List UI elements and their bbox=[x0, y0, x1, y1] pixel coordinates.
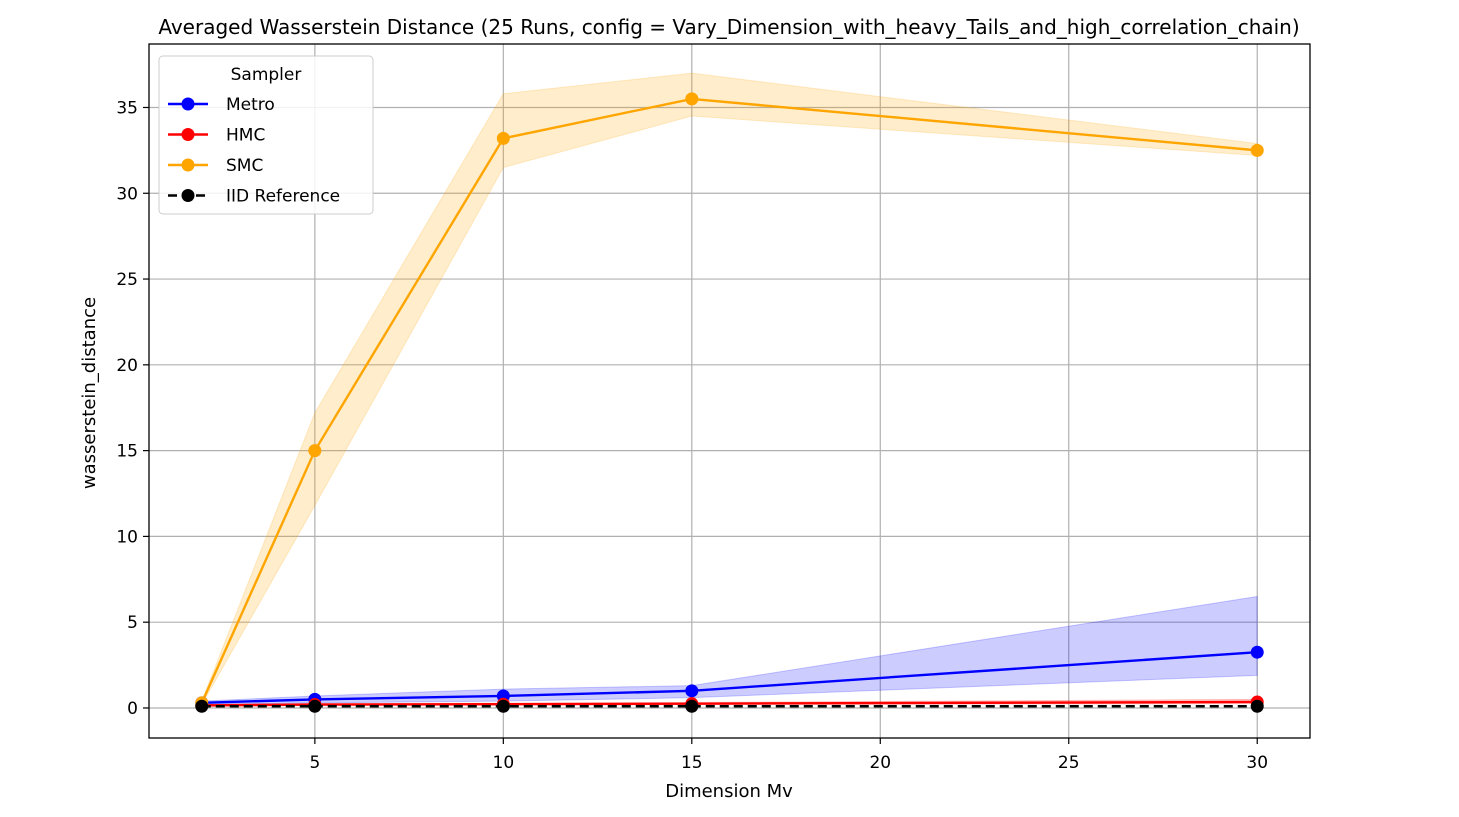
x-tick-label: 20 bbox=[869, 753, 891, 773]
y-tick-label: 35 bbox=[116, 98, 138, 118]
iid-reference-point bbox=[496, 699, 510, 713]
y-tick-label: 5 bbox=[127, 613, 138, 633]
smc-point bbox=[496, 131, 510, 145]
smc-point bbox=[1250, 143, 1264, 157]
smc-point bbox=[685, 92, 699, 106]
legend-metro-marker bbox=[181, 97, 195, 111]
legend-iid-reference-label: IID Reference bbox=[226, 187, 340, 207]
metro-point bbox=[685, 684, 699, 698]
iid-reference-point bbox=[308, 699, 322, 713]
legend-hmc-label: HMC bbox=[226, 126, 265, 146]
legend: Sampler Metro HMC SMC IID Reference bbox=[158, 55, 374, 215]
smc-point bbox=[308, 444, 322, 458]
x-tick-label: 5 bbox=[309, 753, 320, 773]
legend-smc-label: SMC bbox=[226, 156, 263, 176]
grid-lines bbox=[149, 44, 1310, 738]
y-tick-label: 20 bbox=[116, 356, 138, 376]
chart-title: Averaged Wasserstein Distance (25 Runs, … bbox=[158, 15, 1299, 39]
iid-reference-point bbox=[685, 699, 699, 713]
legend-smc-marker bbox=[181, 158, 195, 172]
series-points bbox=[195, 92, 1264, 713]
iid-reference-point bbox=[1250, 699, 1264, 713]
metro-band bbox=[201, 595, 1258, 706]
iid-reference-point bbox=[195, 699, 209, 713]
legend-metro-label: Metro bbox=[226, 95, 275, 115]
legend-entries: Metro HMC SMC IID Reference bbox=[168, 95, 340, 207]
legend-box bbox=[158, 55, 374, 215]
y-tick-label: 10 bbox=[116, 527, 138, 547]
y-tick-label: 0 bbox=[127, 699, 138, 719]
x-tick-label: 15 bbox=[681, 753, 703, 773]
y-tick-label: 30 bbox=[116, 184, 138, 204]
x-tick-label: 10 bbox=[493, 753, 515, 773]
x-tick-label: 25 bbox=[1058, 753, 1080, 773]
x-axis-ticks: 5 10 15 20 25 30 bbox=[309, 738, 1268, 773]
plot-frame bbox=[148, 43, 1311, 739]
y-axis-ticks: 0 5 10 15 20 25 30 35 bbox=[116, 98, 149, 719]
y-axis-label: wasserstein_distance bbox=[79, 297, 100, 489]
x-axis-label: Dimension Mv bbox=[665, 781, 793, 802]
y-tick-label: 25 bbox=[116, 270, 138, 290]
y-tick-label: 15 bbox=[116, 442, 138, 462]
legend-hmc-marker bbox=[181, 128, 195, 141]
legend-title: Sampler bbox=[231, 65, 302, 85]
metro-point bbox=[1250, 645, 1264, 659]
legend-iid-reference-marker bbox=[181, 189, 195, 202]
x-tick-label: 30 bbox=[1246, 753, 1268, 773]
